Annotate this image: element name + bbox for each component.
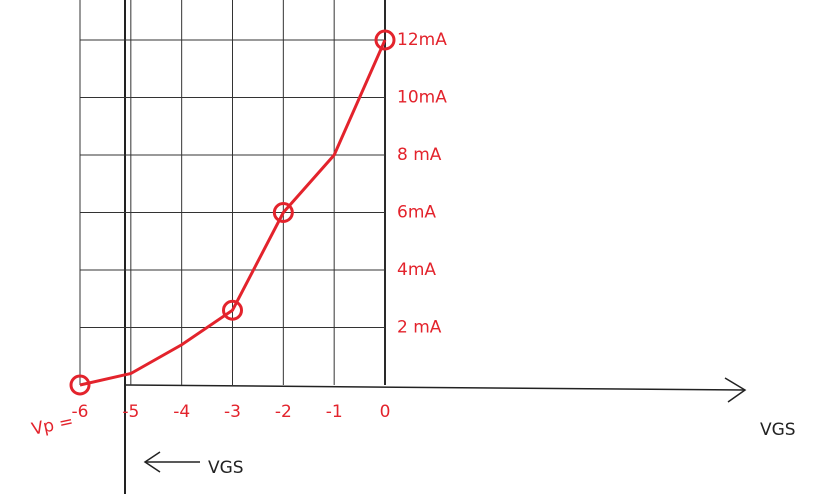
x-tick-label: 0 — [380, 402, 391, 422]
x-tick-label: -6 — [72, 402, 89, 422]
x-tick-label: -5 — [122, 402, 139, 422]
x-axis-arrow — [125, 385, 745, 390]
y-tick-label: 4mA — [397, 260, 436, 280]
x-axis-label: VGS — [760, 420, 796, 440]
y-tick-label: 2 mA — [397, 318, 442, 338]
x-tick-label: -3 — [224, 402, 241, 422]
x-tick-label: -4 — [173, 402, 190, 422]
vp-label: Vp = — [30, 411, 75, 439]
x-tick-label: -2 — [275, 402, 292, 422]
chart: Vp = VGS VGS 2 mA 4mA 6mA 8 mA 10mA 12mA -6 -5 -… — [0, 0, 817, 494]
y-tick-label: 12mA — [397, 30, 447, 50]
y-tick-label: 8 mA — [397, 145, 442, 165]
bottom-label: VGS — [208, 458, 244, 478]
y-tick-label: 10mA — [397, 88, 447, 108]
x-tick-label: -1 — [326, 402, 343, 422]
y-tick-label: 6mA — [397, 203, 436, 223]
